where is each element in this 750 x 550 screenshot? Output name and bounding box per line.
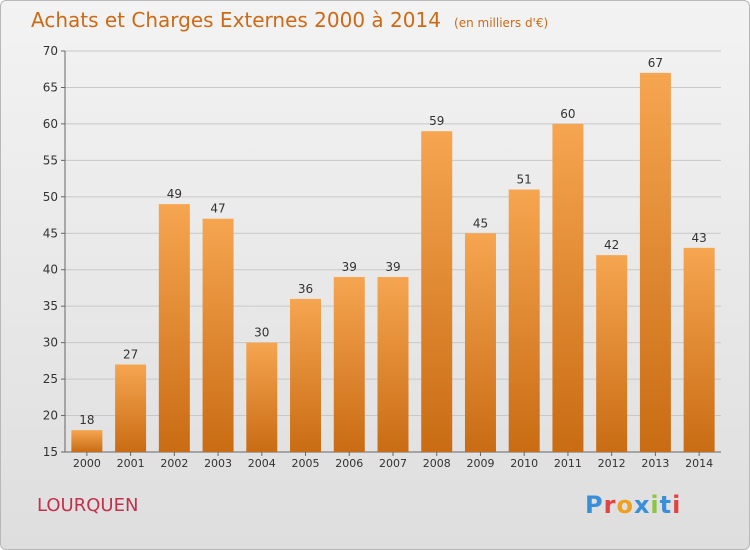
bar: [333, 277, 365, 452]
data-label: 42: [604, 238, 619, 252]
x-tick-label: 2005: [292, 457, 320, 470]
x-tick-label: 2008: [423, 457, 451, 470]
chart-subtitle: (en milliers d'€): [454, 16, 549, 30]
y-tick-label: 20: [43, 409, 58, 423]
y-tick-label: 25: [43, 372, 58, 386]
bar: [683, 247, 715, 452]
y-tick-label: 50: [43, 190, 58, 204]
bar: [71, 430, 103, 452]
chart-title-row: Achats et Charges Externes 2000 à 2014 (…: [31, 8, 548, 32]
x-tick-label: 2000: [73, 457, 101, 470]
logo-letter: P: [585, 491, 604, 519]
x-tick-label: 2004: [248, 457, 276, 470]
x-tick-label: 2010: [510, 457, 538, 470]
chart-title: Achats et Charges Externes 2000 à 2014: [31, 8, 441, 32]
x-tick-label: 2003: [204, 457, 232, 470]
data-label: 45: [473, 216, 488, 230]
logo-letter: x: [633, 491, 651, 519]
x-tick-label: 2014: [685, 457, 713, 470]
data-label: 47: [210, 202, 225, 216]
y-tick-label: 60: [43, 117, 58, 131]
x-tick-label: 2009: [466, 457, 494, 470]
data-label: 67: [648, 56, 663, 70]
bar: [639, 72, 671, 452]
x-tick-label: 2012: [598, 457, 626, 470]
y-tick-label: 55: [43, 153, 58, 167]
proxiti-logo: Proxiti: [585, 491, 681, 519]
data-label: 39: [385, 260, 400, 274]
y-tick-label: 30: [43, 336, 58, 350]
bar: [290, 298, 322, 452]
logo-letter: i: [672, 491, 682, 519]
data-label: 51: [517, 173, 532, 187]
data-label: 39: [342, 260, 357, 274]
x-tick-label: 2011: [554, 457, 582, 470]
y-tick-label: 15: [43, 445, 58, 459]
data-label: 27: [123, 348, 138, 362]
x-tick-label: 2006: [335, 457, 363, 470]
x-tick-label: 2002: [160, 457, 188, 470]
x-tick-label: 2007: [379, 457, 407, 470]
y-tick-label: 35: [43, 299, 58, 313]
data-label: 60: [560, 107, 575, 121]
bar: [421, 131, 453, 452]
logo-letter: i: [650, 491, 660, 519]
y-tick-label: 40: [43, 263, 58, 277]
data-label: 59: [429, 114, 444, 128]
bar: [115, 364, 147, 452]
data-label: 49: [167, 187, 182, 201]
logo-letter: o: [616, 491, 634, 519]
x-tick-label: 2001: [117, 457, 145, 470]
bar: [508, 189, 540, 452]
bar: [377, 277, 409, 452]
bar: [552, 123, 584, 452]
logo-letter: t: [659, 491, 673, 519]
y-tick-label: 45: [43, 226, 58, 240]
data-label: 18: [79, 413, 94, 427]
data-label: 43: [691, 231, 706, 245]
bar: [246, 342, 278, 452]
location-name: LOURQUEN: [37, 495, 139, 516]
bar: [596, 255, 628, 452]
bar: [158, 204, 190, 452]
x-tick-label: 2013: [641, 457, 669, 470]
bar: [464, 233, 496, 452]
logo-letter: r: [603, 491, 617, 519]
y-tick-label: 65: [43, 80, 58, 94]
data-label: 30: [254, 326, 269, 340]
data-label: 36: [298, 282, 313, 296]
bar: [202, 218, 234, 452]
y-tick-label: 70: [43, 44, 58, 58]
